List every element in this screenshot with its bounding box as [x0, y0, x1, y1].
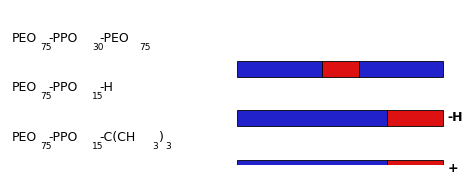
Text: 3: 3 [165, 142, 171, 151]
Text: ): ) [159, 131, 164, 144]
Text: PEO: PEO [12, 81, 37, 94]
FancyBboxPatch shape [387, 160, 443, 176]
Text: +: + [448, 162, 458, 175]
Text: 30: 30 [92, 43, 103, 52]
Text: 15: 15 [92, 92, 103, 101]
FancyBboxPatch shape [359, 61, 443, 77]
Text: 75: 75 [40, 142, 52, 151]
Text: 15: 15 [92, 142, 103, 151]
Text: -H: -H [99, 81, 113, 94]
Text: -PPO: -PPO [48, 32, 78, 45]
Text: -C(CH: -C(CH [99, 131, 136, 144]
Text: -H: -H [448, 112, 463, 124]
Text: 75: 75 [40, 43, 52, 52]
Text: -PEO: -PEO [99, 32, 129, 45]
FancyBboxPatch shape [237, 160, 387, 176]
Text: -PPO: -PPO [48, 81, 78, 94]
Text: PEO: PEO [12, 32, 37, 45]
FancyBboxPatch shape [321, 61, 359, 77]
FancyBboxPatch shape [237, 110, 387, 126]
Text: PEO: PEO [12, 131, 37, 144]
Text: 3: 3 [153, 142, 158, 151]
Text: -PPO: -PPO [48, 131, 78, 144]
FancyBboxPatch shape [387, 110, 443, 126]
Text: 75: 75 [139, 43, 151, 52]
Text: 75: 75 [40, 92, 52, 101]
FancyBboxPatch shape [237, 61, 321, 77]
